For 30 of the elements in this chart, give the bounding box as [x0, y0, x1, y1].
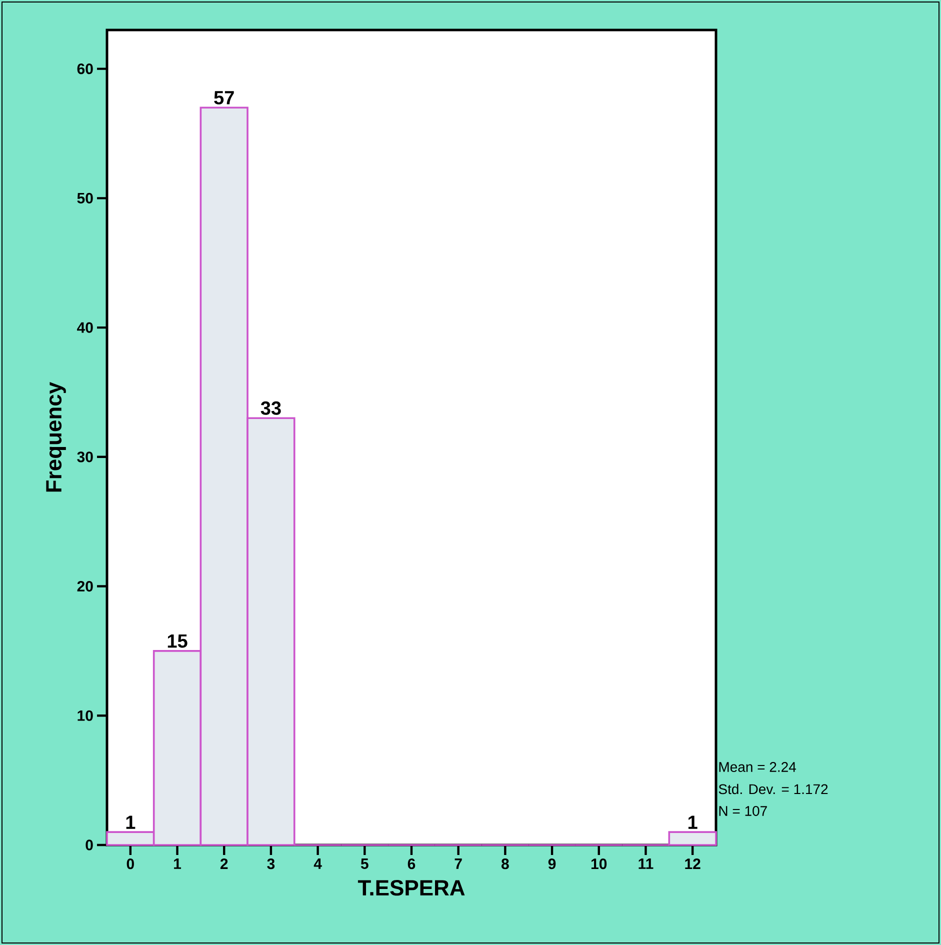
x-tick-label: 9 [548, 858, 556, 870]
x-tick-label: 8 [501, 858, 509, 870]
y-tick-label: 10 [78, 710, 93, 721]
text: N = 107 [719, 806, 767, 816]
x-tick-label: 12 [685, 858, 700, 870]
data-label: 1 [126, 816, 136, 829]
x-tick-label: 10 [591, 858, 607, 870]
y-tick-label: 50 [77, 192, 93, 204]
x-tick-label: 3 [267, 858, 275, 870]
y-tick-label: 20 [77, 580, 93, 592]
data-label: 57 [214, 91, 234, 104]
x-tick-label: 1 [174, 858, 182, 869]
data-label: 15 [168, 634, 188, 648]
x-tick-label: 11 [638, 858, 654, 869]
x-tick-label: 5 [360, 858, 368, 869]
y-axis-title: Frequency [46, 382, 66, 492]
data-label: 1 [688, 816, 698, 829]
data-label: 33 [260, 401, 281, 415]
y-tick-label: 0 [86, 840, 93, 850]
x-tick-label: 2 [220, 858, 228, 870]
x-tick-label: 4 [314, 858, 322, 869]
text: Std. Dev. = 1.172 [718, 784, 828, 794]
x-tick-label: 0 [126, 858, 134, 870]
x-tick-label: 7 [454, 858, 462, 869]
x-axis-title: T.ESPERA [358, 880, 465, 896]
text: Mean = 2.24 [719, 762, 796, 772]
y-tick-label: 60 [77, 64, 93, 74]
y-tick-label: 30 [77, 452, 93, 462]
x-tick-label: 6 [408, 858, 416, 870]
y-tick-label: 40 [77, 322, 93, 333]
